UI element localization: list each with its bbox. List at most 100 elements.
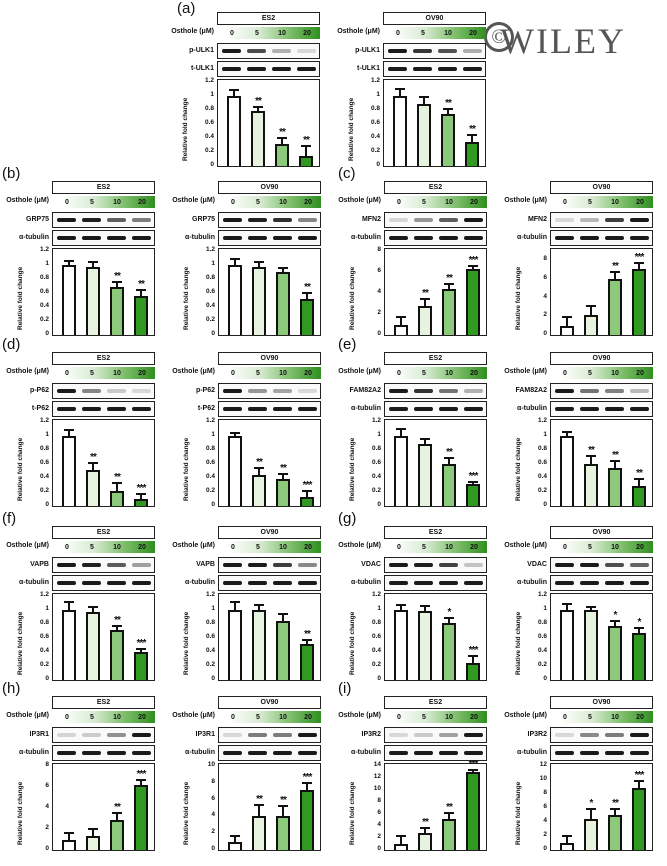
blot-band	[298, 581, 317, 585]
significance-marker: ***	[136, 483, 147, 495]
subpanel-ov90: OV90 Osthole (μM) 0 5 10 20 VDAC α-tubulin * * Rel…	[499, 526, 664, 696]
dose-gradient: 0 5 10 20	[384, 367, 487, 379]
y-tick: 8	[377, 797, 381, 804]
bar-chart: **	[218, 593, 321, 681]
y-tick: 0.6	[205, 459, 215, 466]
error-bar	[424, 438, 426, 444]
error-cap	[610, 460, 620, 463]
western-blot	[550, 401, 653, 417]
blot-band	[298, 389, 317, 393]
y-tick: 0.6	[537, 633, 547, 640]
blot-band	[464, 218, 483, 222]
bar	[228, 610, 242, 680]
blot-band	[273, 581, 292, 585]
blot-band	[389, 563, 408, 567]
publisher-watermark: WILEY	[500, 21, 626, 61]
error-bar	[68, 430, 70, 436]
bar	[632, 633, 646, 680]
y-axis-label: Relative fold change	[515, 437, 522, 501]
dose-value: 0	[563, 544, 567, 551]
error-cap	[562, 430, 572, 433]
blot-band	[414, 218, 433, 222]
y-tick: 0.2	[205, 661, 215, 668]
significance-marker: ***	[136, 638, 147, 650]
error-cap	[88, 261, 98, 264]
bar	[560, 843, 574, 850]
error-cap	[634, 262, 644, 265]
blot-band	[132, 563, 151, 567]
bar	[300, 789, 314, 850]
blot-band	[298, 751, 317, 755]
dose-value: 20	[469, 30, 477, 37]
blot-band	[132, 733, 151, 737]
dose-label: Osthole (μM)	[172, 197, 215, 204]
dose-value: 20	[303, 30, 311, 37]
blot-band	[438, 67, 457, 71]
blot-band	[107, 407, 126, 411]
dose-value: 0	[65, 199, 69, 206]
error-cap	[468, 264, 478, 267]
significance-marker: *	[613, 609, 618, 621]
blot-band	[273, 733, 292, 737]
error-bar	[234, 602, 236, 610]
dose-label: Osthole (μM)	[172, 712, 215, 719]
blot-band	[222, 67, 241, 71]
y-tick: 0	[210, 161, 214, 168]
blot-band	[555, 751, 574, 755]
blot-band	[248, 733, 267, 737]
error-cap	[586, 454, 596, 457]
error-cap	[396, 835, 406, 838]
cell-line-header: ES2	[52, 696, 155, 709]
error-bar	[614, 461, 616, 469]
error-cap	[467, 133, 477, 136]
western-blot	[550, 230, 653, 246]
y-tick: 0.4	[371, 647, 381, 654]
cell-line-header: ES2	[217, 12, 320, 25]
bar	[300, 298, 314, 335]
y-tick: 0	[211, 845, 215, 852]
y-tick: 0	[45, 330, 49, 337]
dose-value: 5	[256, 714, 260, 721]
western-blot	[52, 745, 155, 761]
blot-band	[630, 581, 649, 585]
dose-value: 0	[563, 199, 567, 206]
y-tick: 6	[211, 794, 215, 802]
error-bar	[306, 640, 308, 645]
dose-value: 20	[470, 199, 478, 206]
y-tick: 0	[377, 675, 381, 682]
western-blot	[218, 401, 321, 417]
y-axis-label: Relative fold change	[349, 266, 356, 330]
blot-band	[389, 236, 408, 240]
y-tick: 1.2	[39, 417, 49, 424]
y-tick: 0.8	[205, 445, 215, 452]
y-tick: 4	[377, 821, 381, 828]
error-cap	[420, 604, 430, 607]
dose-value: 5	[90, 370, 94, 377]
y-tick: 0.8	[371, 619, 381, 626]
panel-letter: (b)	[2, 165, 21, 182]
y-tick: 0	[211, 330, 215, 337]
bar	[227, 96, 241, 166]
blot-label: α-tubulin	[351, 749, 381, 756]
dose-label: Osthole (μM)	[504, 542, 547, 549]
bar	[394, 324, 408, 335]
cell-line-header: OV90	[383, 12, 486, 25]
western-blot	[52, 230, 155, 246]
blot-band	[297, 49, 316, 53]
bar-chart: ** **	[52, 248, 155, 336]
error-bar	[92, 462, 94, 470]
error-cap	[278, 472, 288, 475]
western-blot	[52, 727, 155, 743]
error-cap	[277, 137, 287, 139]
y-tick: 6	[45, 782, 49, 789]
y-tick: 0.6	[370, 119, 380, 126]
cell-line-header: OV90	[218, 696, 321, 709]
error-bar	[282, 473, 284, 480]
dose-label: Osthole (μM)	[6, 368, 49, 375]
y-tick: 2	[377, 833, 381, 840]
dose-value: 5	[422, 199, 426, 206]
blot-label: α-tubulin	[351, 579, 381, 586]
subpanel-ov90: OV90 Osthole (μM) 0 5 10 20 FAM82A2 α-tubulin **…	[499, 352, 664, 522]
error-cap	[444, 282, 454, 285]
error-cap	[562, 602, 572, 605]
